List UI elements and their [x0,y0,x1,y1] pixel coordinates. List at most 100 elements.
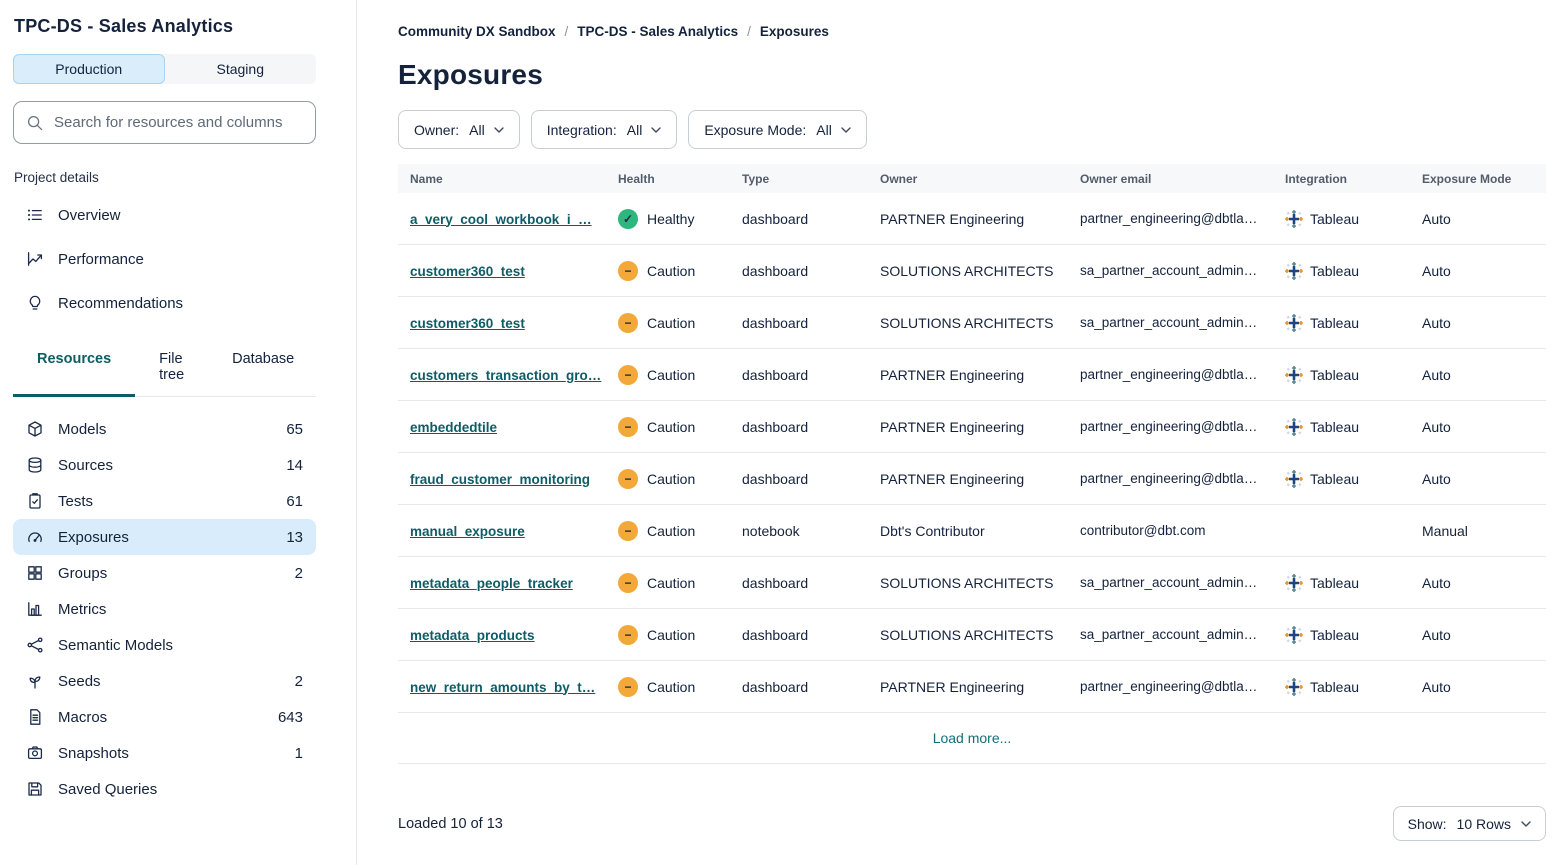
resource-label: Snapshots [58,744,129,762]
resource-count: 14 [286,456,303,474]
table-row: customer360_test − Caution dashboard SOL… [398,297,1546,349]
filter-label: Exposure Mode: [704,121,807,138]
exposure-name-link[interactable]: metadata_products [410,627,535,643]
sidebar-item-performance[interactable]: Performance [13,237,316,281]
exposure-name-link[interactable]: customer360_test [410,315,525,331]
breadcrumb-current: Exposures [759,24,829,39]
exposure-mode-cell: Auto [1422,470,1451,487]
health-label: Caution [647,314,696,331]
sidebar-item-snapshots[interactable]: Snapshots 1 [13,735,316,771]
exposure-mode-filter-button[interactable]: Exposure Mode: All [688,110,867,149]
type-cell: dashboard [742,678,809,695]
exposure-name-link[interactable]: fraud_customer_monitoring [410,471,591,487]
nav-item-label: Performance [58,250,144,268]
sidebar-item-tests[interactable]: Tests 61 [13,483,316,519]
filter-value: All [626,121,643,138]
exposure-mode-cell: Auto [1422,574,1451,591]
breadcrumb-account[interactable]: Community DX Sandbox [398,24,556,39]
integration-cell: Tableau [1273,261,1410,280]
health-status-icon: − [618,468,638,489]
environment-staging-button[interactable]: Staging [165,54,317,84]
health-status-icon: − [618,520,638,541]
type-cell: dashboard [742,262,809,279]
breadcrumb-separator: / [747,24,751,39]
database-icon [28,457,42,473]
gauge-icon [28,532,42,543]
tableau-icon [1285,677,1303,696]
sidebar-item-seeds[interactable]: Seeds 2 [13,663,316,699]
sidebar-item-sources[interactable]: Sources 14 [13,447,316,483]
health-label: Caution [647,262,696,279]
integration-cell: Tableau [1273,677,1410,696]
owner-cell: SOLUTIONS ARCHITECTS [880,262,1054,279]
health-label: Caution [647,366,696,383]
breadcrumb-project[interactable]: TPC-DS - Sales Analytics [577,24,739,39]
filter-value: All [816,121,832,138]
nav-item-label: Overview [58,206,121,224]
environment-production-button[interactable]: Production [13,54,165,84]
sidebar-item-groups[interactable]: Groups 2 [13,555,316,591]
owner-cell: PARTNER Engineering [880,470,1025,487]
health-label: Caution [647,522,696,539]
integration-cell: Tableau [1273,469,1410,488]
exposure-name-link[interactable]: embeddedtile [410,419,498,435]
owner-email-cell: partner_engineering@dbtla… [1080,471,1258,486]
exposure-name-link[interactable]: new_return_amounts_by_t… [410,679,596,695]
sidebar-item-metrics[interactable]: Metrics [13,591,316,627]
exposure-name-link[interactable]: customer360_test [410,263,525,279]
search-input[interactable] [54,114,303,131]
table-row: metadata_products − Caution dashboard SO… [398,609,1546,661]
owner-filter-button[interactable]: Owner: All [398,110,520,149]
exposure-name-link[interactable]: customers_transaction_gro… [410,367,602,383]
breadcrumb-separator: / [564,24,569,39]
owner-email-cell: partner_engineering@dbtla… [1080,367,1258,382]
owner-cell: SOLUTIONS ARCHITECTS [880,574,1054,591]
resource-label: Tests [58,492,94,510]
file-text-icon [30,709,41,725]
sidebar-item-recommendations[interactable]: Recommendations [13,281,316,325]
bar-chart-icon [28,602,42,616]
resource-label: Seeds [58,672,101,690]
tableau-icon [1285,469,1303,488]
integration-label: Tableau [1310,314,1360,331]
breadcrumb: Community DX Sandbox / TPC-DS - Sales An… [398,24,1546,39]
list-icon [27,209,42,221]
load-more-link[interactable]: Load more... [932,730,1012,746]
resource-label: Saved Queries [58,780,158,798]
owner-cell: SOLUTIONS ARCHITECTS [880,314,1054,331]
filter-label: Integration: [546,121,617,138]
exposure-name-link[interactable]: a_very_cool_workbook_i_… [410,211,592,227]
sprout-icon [29,676,41,689]
grid-icon [28,566,42,580]
search-box[interactable] [13,101,316,144]
load-more-row: Load more... [398,713,1546,764]
tab-file-tree[interactable]: File tree [159,351,185,383]
owner-email-cell: partner_engineering@dbtla… [1080,679,1258,694]
sidebar-item-exposures[interactable]: Exposures 13 [13,519,316,555]
integration-filter-button[interactable]: Integration: All [530,110,678,149]
integration-label: Tableau [1310,626,1360,643]
resource-count: 61 [286,492,303,510]
exposure-name-link[interactable]: metadata_people_tracker [410,575,573,591]
owner-email-cell: sa_partner_account_admin… [1080,627,1258,642]
sidebar-item-macros[interactable]: Macros 643 [13,699,316,735]
sidebar-item-semantic-models[interactable]: Semantic Models [13,627,316,663]
sidebar-item-saved-queries[interactable]: Saved Queries [13,771,316,807]
project-title: TPC-DS - Sales Analytics [14,16,234,36]
tab-resources[interactable]: Resources [13,343,136,397]
integration-label: Tableau [1310,418,1360,435]
rows-per-page-button[interactable]: Show: 10 Rows [1392,806,1546,841]
sidebar-item-models[interactable]: Models 65 [13,411,316,447]
filter-label: Owner: [414,121,460,138]
column-header-health: Health [618,171,655,186]
project-nav: Overview Performance Recommendations [13,193,316,325]
table-row: a_very_cool_workbook_i_… ✓ Healthy dashb… [398,193,1546,245]
table-row: fraud_customer_monitoring − Caution dash… [398,453,1546,505]
exposure-name-link[interactable]: manual_exposure [410,523,525,539]
tableau-icon [1285,261,1303,280]
integration-cell: Tableau [1273,573,1410,592]
sidebar-item-overview[interactable]: Overview [13,193,316,237]
tab-database[interactable]: Database [232,351,295,367]
owner-email-cell: sa_partner_account_admin… [1080,263,1258,278]
